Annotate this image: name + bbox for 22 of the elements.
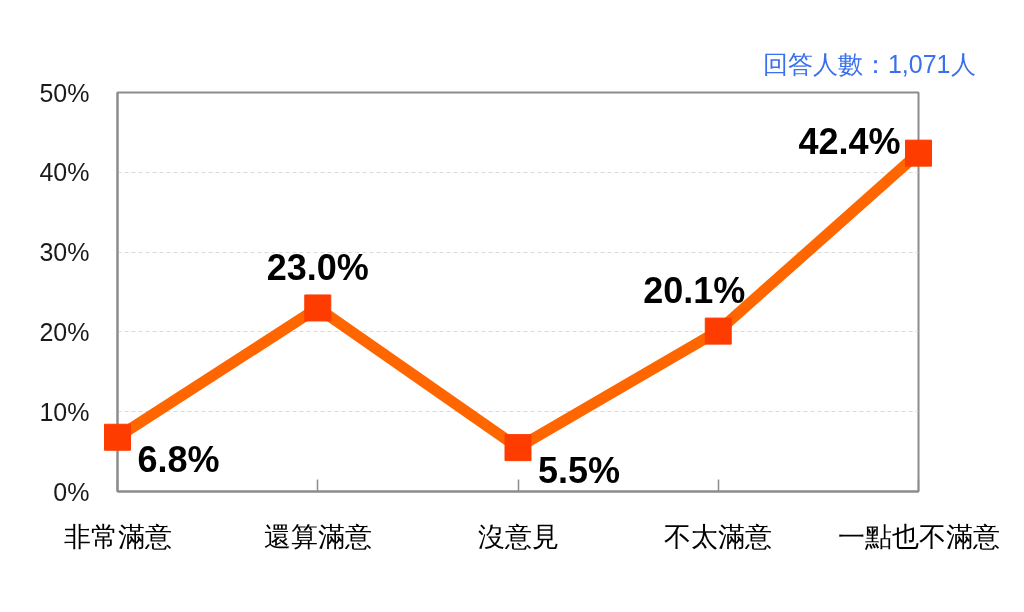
y-tick-label: 0% — [53, 477, 90, 506]
point — [905, 139, 932, 167]
y-tick-label: 20% — [39, 317, 90, 346]
data-label: 5.5% — [538, 449, 621, 491]
x-tick-label: 一點也不滿意 — [837, 521, 1000, 552]
text: 回答人數：1,071人 — [762, 49, 976, 78]
point — [304, 294, 332, 322]
y-tick-label: 30% — [39, 238, 90, 267]
y-tick-label: 40% — [39, 158, 90, 187]
x-tick-label: 非常滿意 — [63, 521, 172, 552]
point — [504, 434, 532, 462]
data-label: 20.1% — [643, 270, 746, 312]
x-tick-label: 還算滿意 — [263, 521, 372, 552]
point — [104, 423, 131, 451]
data-label: 42.4% — [798, 120, 901, 162]
x-tick-label: 不太滿意 — [664, 521, 773, 552]
data-label: 6.8% — [137, 439, 220, 481]
y-tick-label: 50% — [39, 78, 90, 107]
y-tick-label: 10% — [39, 397, 90, 426]
x-tick-label: 沒意見 — [477, 521, 559, 552]
data-label: 23.0% — [266, 246, 369, 288]
point — [704, 317, 732, 345]
